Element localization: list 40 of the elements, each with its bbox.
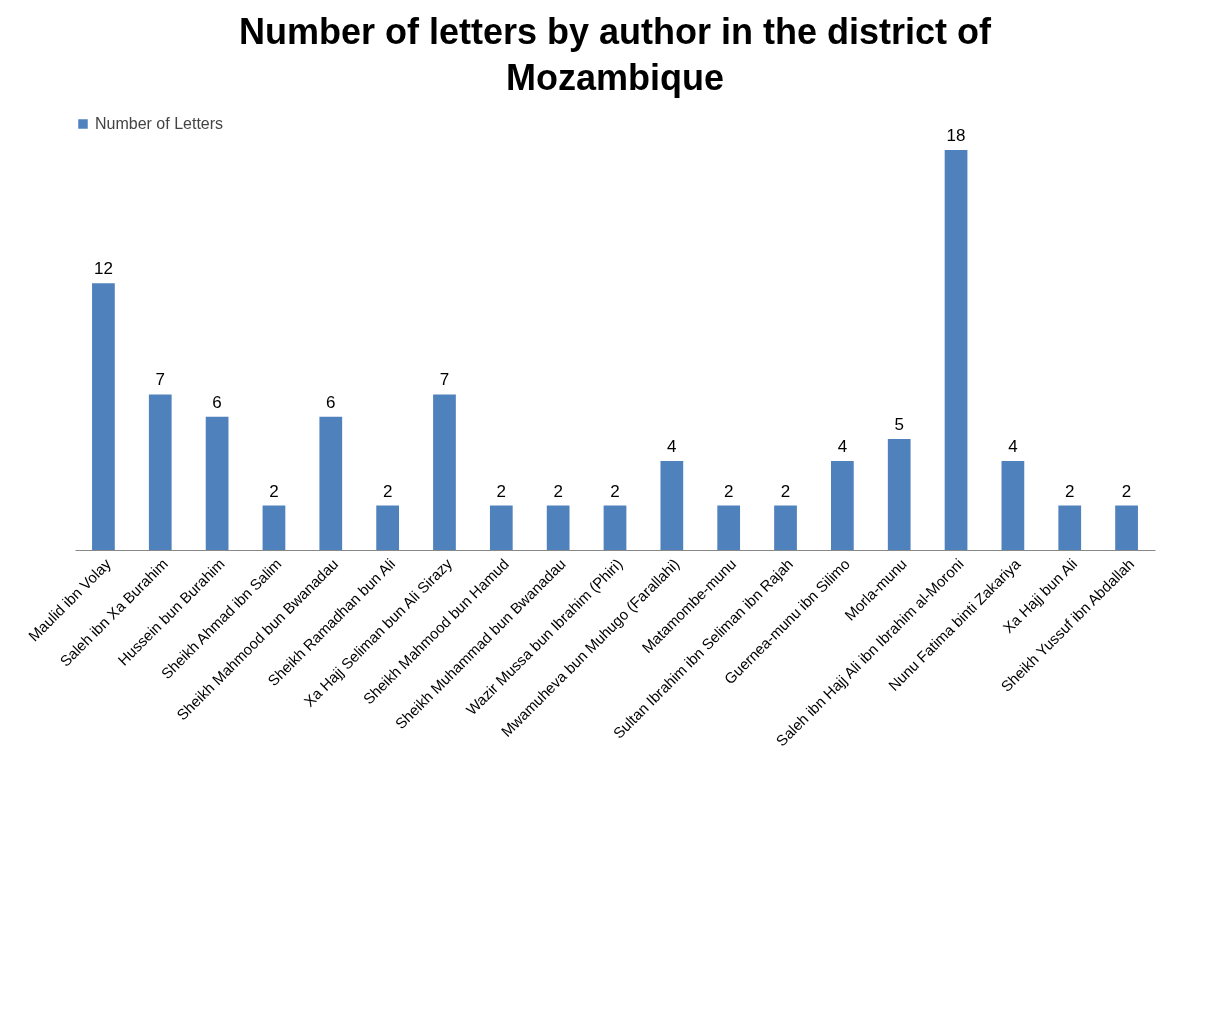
data-label: 2 bbox=[780, 481, 791, 501]
data-label: 4 bbox=[837, 437, 848, 457]
bar bbox=[262, 505, 286, 550]
data-label: 6 bbox=[212, 392, 222, 412]
chart-title: Number of letters by author in the district of Mozambique bbox=[238, 11, 993, 98]
bar bbox=[887, 438, 911, 550]
data-label: 12 bbox=[93, 259, 113, 279]
bar bbox=[603, 505, 627, 550]
bar bbox=[774, 505, 797, 550]
bar bbox=[831, 461, 854, 550]
data-label: 2 bbox=[496, 481, 507, 501]
data-label: 2 bbox=[553, 481, 563, 501]
bar bbox=[1058, 505, 1082, 550]
bar bbox=[92, 283, 115, 550]
bar bbox=[319, 416, 343, 550]
legend-label: Number of Letters bbox=[95, 115, 224, 132]
data-label: 6 bbox=[326, 392, 336, 412]
data-label: 2 bbox=[1121, 481, 1132, 501]
data-label: 5 bbox=[894, 414, 904, 434]
bar bbox=[148, 394, 172, 550]
bar bbox=[1001, 461, 1025, 550]
bar bbox=[660, 461, 684, 550]
data-label: 18 bbox=[946, 126, 966, 145]
data-label: 2 bbox=[1065, 481, 1075, 501]
data-label: 4 bbox=[667, 437, 677, 457]
data-label: 2 bbox=[382, 481, 393, 501]
bar bbox=[489, 505, 513, 550]
data-label: 2 bbox=[610, 481, 620, 501]
data-label: 7 bbox=[155, 370, 165, 390]
bar bbox=[205, 416, 229, 550]
bar bbox=[717, 505, 741, 550]
bar bbox=[944, 150, 968, 550]
bar bbox=[546, 505, 570, 550]
bar bbox=[433, 394, 456, 550]
data-label: 2 bbox=[723, 481, 734, 501]
bar bbox=[1115, 505, 1138, 550]
bar bbox=[376, 505, 399, 550]
data-label: 4 bbox=[1008, 437, 1018, 457]
data-label: 2 bbox=[269, 481, 279, 501]
data-label: 7 bbox=[439, 370, 450, 390]
